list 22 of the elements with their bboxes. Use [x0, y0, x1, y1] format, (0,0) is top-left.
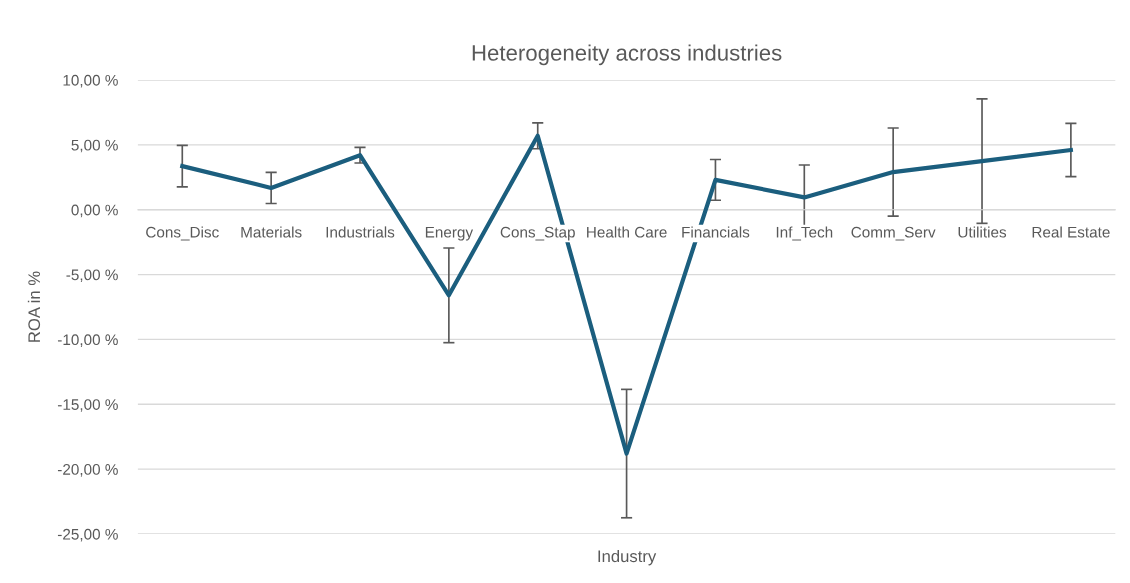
y-tick-label: 10,00 % [63, 74, 118, 88]
x-tick-label: Materials [241, 226, 302, 238]
y-tick-label: 0,00 % [71, 204, 118, 218]
x-tick-label: Real Estate [1032, 226, 1110, 238]
x-axis-title: Industry [598, 549, 657, 566]
x-tick-label: Energy [425, 226, 474, 241]
y-tick-label: 5,00 % [71, 139, 118, 153]
x-tick-label: Industrials [326, 226, 395, 238]
y-tick-label: -15,00 % [57, 399, 118, 412]
y-axis-title: ROA in % [27, 271, 41, 342]
x-tick-label: Inf_Tech [776, 226, 833, 241]
chart-title: Heterogeneity across industries [472, 44, 782, 66]
x-tick-label: Cons_Stap [500, 226, 575, 241]
x-tick-label: Financials [682, 226, 750, 238]
y-tick-label: -5,00 % [66, 269, 118, 283]
y-tick-label: -25,00 % [57, 528, 118, 542]
x-tick-label: Cons_Disc [146, 226, 219, 241]
x-tick-label: Utilities [958, 226, 1007, 238]
x-tick-label: Health Care [587, 226, 667, 238]
y-tick-label: -20,00 % [57, 464, 118, 477]
y-tick-label: -10,00 % [57, 334, 118, 347]
x-tick-label: Comm_Serv [851, 226, 936, 241]
